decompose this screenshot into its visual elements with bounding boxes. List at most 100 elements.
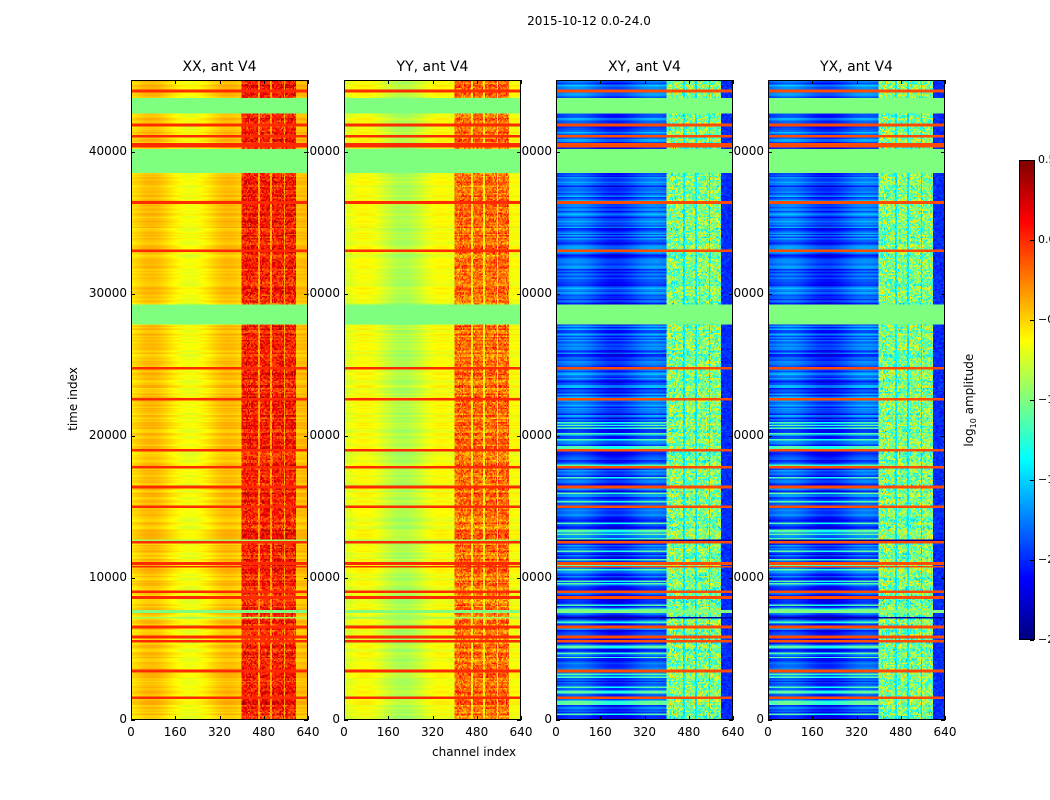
colorbar-label-sub: 10 [969,418,979,429]
x-tick-mark [432,80,434,84]
x-axis-label: channel index [432,745,517,759]
y-tick-label: 10000 [725,570,764,585]
x-tick-mark [432,716,434,720]
colorbar-tick-label: −2.0 [1038,553,1050,566]
heatmap-yx [768,80,945,720]
colorbar-tick-mark [1030,640,1034,641]
y-tick-label: 40000 [301,144,340,159]
colorbar-tick-label: 0.0 [1038,233,1050,246]
x-tick-label: 160 [163,725,187,739]
colorbar-tick-mark [1030,320,1034,321]
x-tick-label: 0 [764,725,772,739]
y-tick-mark [344,152,348,154]
x-tick-mark [263,80,265,84]
y-tick-mark [131,578,135,580]
y-tick-label: 0 [332,712,340,726]
x-tick-mark [900,80,902,84]
x-tick-mark [131,80,132,84]
y-tick-label: 40000 [513,144,552,159]
colorbar-tick-mark [1030,480,1034,481]
x-tick-mark [131,716,132,720]
y-tick-mark [941,578,945,580]
y-tick-label: 30000 [725,286,764,301]
x-tick-mark [812,80,814,84]
x-tick-label: 0 [127,725,135,739]
y-tick-label: 10000 [301,570,340,585]
heatmap-xx [131,80,308,720]
heatmap-xy [556,80,733,720]
x-tick-mark [733,716,734,720]
x-tick-label: 160 [800,725,824,739]
x-tick-mark [945,80,946,84]
x-tick-mark [556,80,557,84]
y-tick-mark [768,578,772,580]
x-tick-label: 320 [633,725,656,739]
x-tick-label: 160 [588,725,612,739]
panel-title-xx: XX, ant V4 [182,59,257,75]
y-tick-label: 20000 [725,428,764,443]
y-tick-mark [941,294,945,296]
figure-title: 2015-10-12 0.0-24.0 [527,14,651,28]
x-tick-mark [344,716,345,720]
y-tick-label: 20000 [88,428,127,443]
panel-title-yy: YY, ant V4 [396,59,469,75]
y-tick-mark [768,436,772,438]
x-tick-label: 640 [721,725,745,739]
y-tick-mark [768,720,772,721]
colorbar-tick-mark [1030,400,1034,401]
y-tick-mark [517,152,521,154]
x-tick-label: 320 [845,725,868,739]
x-tick-mark [688,716,690,720]
y-tick-mark [344,436,348,438]
y-tick-mark [556,152,560,154]
x-tick-label: 640 [933,725,957,739]
x-tick-mark [945,716,946,720]
colorbar-tick-label: 0.5 [1038,153,1050,166]
heatmap-yx-cells [769,81,944,719]
x-tick-label: 320 [208,725,231,739]
colorbar-tick-label: −1.0 [1038,393,1050,406]
y-tick-label: 20000 [513,428,552,443]
y-tick-mark [556,720,560,721]
x-tick-label: 480 [465,725,489,739]
heatmap-xx-cells [132,81,307,719]
y-tick-mark [344,720,348,721]
x-tick-label: 640 [509,725,533,739]
heatmap-yy [344,80,521,720]
y-tick-label: 10000 [513,570,552,585]
y-tick-mark [304,294,308,296]
x-tick-label: 0 [340,725,348,739]
x-tick-mark [476,716,478,720]
x-tick-mark [900,716,902,720]
y-tick-mark [768,152,772,154]
y-tick-mark [729,294,733,296]
y-tick-mark [131,720,135,721]
colorbar-tick-mark [1030,240,1034,241]
x-tick-mark [733,80,734,84]
y-tick-mark [729,436,733,438]
heatmap-xy-cells [557,81,732,719]
panel-title-xy: XY, ant V4 [608,59,681,75]
y-tick-mark [304,152,308,154]
colorbar-tick-label: −2.5 [1038,633,1050,646]
y-tick-mark [517,436,521,438]
y-tick-mark [768,294,772,296]
colorbar-tick-mark [1030,160,1034,161]
x-tick-mark [219,716,221,720]
y-tick-label: 30000 [88,286,127,301]
x-tick-mark [856,716,858,720]
y-tick-label: 20000 [301,428,340,443]
y-tick-label: 40000 [88,144,127,159]
x-tick-mark [600,716,602,720]
colorbar-tick-label: −0.5 [1038,313,1050,326]
x-tick-mark [600,80,602,84]
y-tick-mark [729,152,733,154]
panel-title-yx: YX, ant V4 [820,59,893,75]
colorbar-label-log: log [961,428,976,447]
x-tick-mark [175,716,177,720]
colorbar-label: log10 amplitude [962,350,978,450]
x-tick-label: 0 [552,725,560,739]
x-tick-label: 640 [296,725,320,739]
y-tick-label: 0 [756,712,764,726]
x-tick-mark [344,80,345,84]
